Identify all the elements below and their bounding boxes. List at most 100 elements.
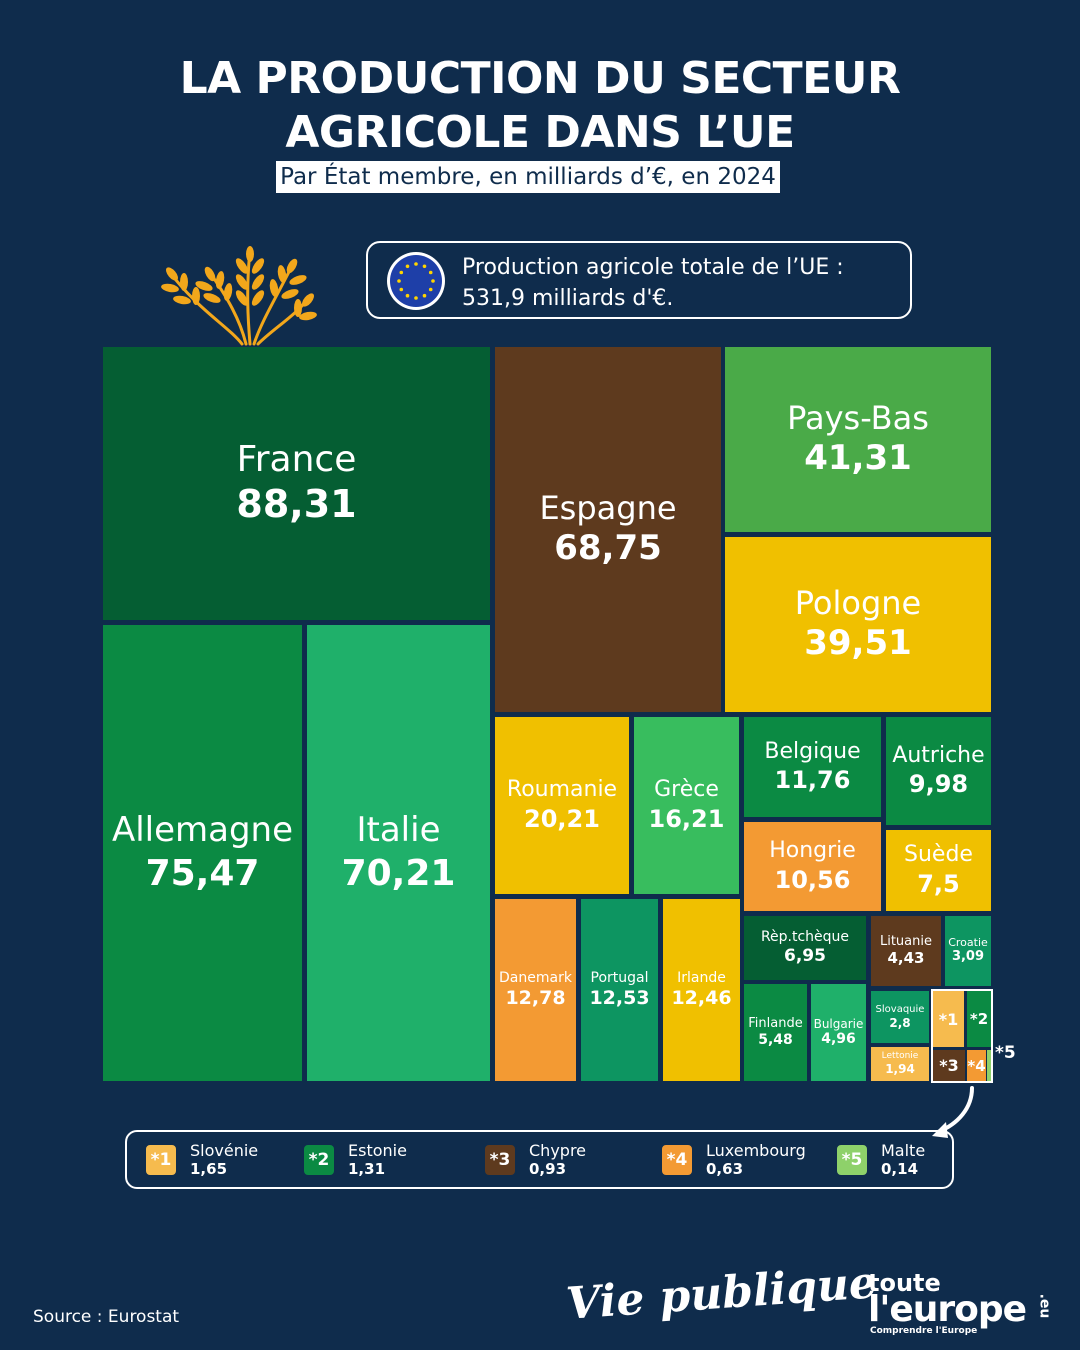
treemap-value: 11,76 — [774, 766, 851, 795]
treemap-cell-malte — [987, 1050, 991, 1081]
wheat-icon — [161, 246, 317, 346]
title-line-1: LA PRODUCTION DU SECTEUR — [179, 53, 901, 104]
treemap-cell-danemark: Danemark 12,78 — [495, 899, 576, 1081]
treemap-label: Slovaquie — [875, 1003, 925, 1015]
logo-te-line1: toute — [868, 1269, 941, 1297]
treemap-value: 3,09 — [951, 949, 985, 965]
marker-malte-label: *5 — [995, 1043, 1016, 1063]
treemap-label: France — [236, 439, 357, 481]
treemap-cell-estonie: *2 — [967, 991, 991, 1047]
treemap-label: Irlande — [677, 969, 726, 986]
treemap-value: 12,46 — [671, 986, 732, 1009]
treemap-marker: *4 — [967, 1056, 986, 1075]
treemap-cell-hongrie: Hongrie 10,56 — [744, 822, 881, 911]
treemap-cell-finlande: Finlande 5,48 — [744, 984, 807, 1081]
small-countries-legend: *1 Slovénie 1,65 *2 Estonie 1,31 *3 Chypre 0,93 *… — [125, 1130, 954, 1189]
treemap-value: 9,98 — [908, 770, 969, 799]
legend-value: 1,31 — [348, 1160, 386, 1178]
legend-name: Slovénie — [190, 1141, 259, 1160]
legend-badge: *3 — [483, 1143, 517, 1177]
treemap-value: 5,48 — [758, 1031, 793, 1048]
treemap-value: 10,56 — [774, 865, 851, 894]
treemap-value: 20,21 — [524, 804, 600, 833]
legend-badge: *4 — [660, 1143, 694, 1177]
treemap-cell-luxembourg: *4 — [967, 1050, 986, 1081]
eu-star — [397, 279, 401, 283]
toute-leurope-logo: toute l'europe Comprendre l'Europe .eu — [868, 1270, 1058, 1340]
treemap-label: Pologne — [794, 584, 922, 623]
treemap-value: 4,96 — [821, 1030, 856, 1047]
treemap-cell-chypre: *3 — [933, 1050, 965, 1081]
treemap-value: 39,51 — [804, 623, 912, 664]
page-title: LA PRODUCTION DU SECTEUR AGRICOLE DANS L… — [0, 52, 1080, 160]
treemap-value: 12,53 — [589, 986, 650, 1009]
logo-te-tagline: Comprendre l'Europe — [870, 1326, 978, 1336]
logo-te-suffix: .eu — [1036, 1293, 1053, 1319]
treemap-cell-lituanie: Lituanie 4,43 — [871, 916, 941, 986]
treemap-value: 41,31 — [804, 438, 912, 479]
legend-value: 0,14 — [881, 1160, 919, 1178]
title-line-2: AGRICOLE DANS L’UE — [285, 107, 795, 158]
legend-value: 1,65 — [190, 1160, 228, 1178]
treemap-cell-pays-bas: Pays-Bas 41,31 — [725, 347, 991, 532]
eu-star — [399, 287, 404, 292]
treemap-value: 75,47 — [145, 852, 260, 894]
legend-value: 0,63 — [706, 1160, 744, 1178]
treemap-label: Italie — [356, 810, 441, 851]
treemap-cell-italie: Italie 70,21 — [307, 625, 490, 1081]
treemap-cell-espagne: Espagne 68,75 — [495, 347, 721, 712]
treemap-cell-suede: Suède 7,5 — [886, 830, 991, 911]
treemap-cell-grece: Grèce 16,21 — [634, 717, 739, 894]
treemap-cell-irlande: Irlande 12,46 — [663, 899, 740, 1081]
legend-badge: *2 — [302, 1143, 336, 1177]
treemap-label: Allemagne — [111, 810, 294, 851]
treemap-value: 12,78 — [505, 986, 566, 1009]
legend-badge: *5 — [835, 1143, 869, 1177]
treemap-value: 16,21 — [648, 804, 725, 833]
eu-star — [405, 293, 410, 298]
treemap-value: 2,8 — [889, 1015, 911, 1030]
treemap-cell-belgique: Belgique 11,76 — [744, 717, 881, 817]
treemap-cell-autriche: Autriche 9,98 — [886, 717, 991, 825]
treemap-label: Bulgarie — [813, 1016, 864, 1031]
legend-value: 0,93 — [529, 1160, 567, 1178]
total-production-text: Production agricole totale de l’UE : 531… — [462, 252, 844, 314]
treemap-cell-slovaquie: Slovaquie 2,8 — [871, 991, 929, 1043]
treemap-value: 88,31 — [236, 482, 357, 527]
treemap-value: 7,5 — [917, 869, 960, 898]
treemap-cell-bulgarie: Bulgarie 4,96 — [811, 984, 866, 1081]
treemap-cell-pologne: Pologne 39,51 — [725, 537, 991, 712]
eu-star — [414, 296, 418, 300]
logo-te-line2: l'europe — [868, 1289, 1027, 1330]
treemap-cell-rep-tcheque: Rèp.tchèque 6,95 — [744, 916, 866, 980]
treemap-value: 1,94 — [885, 1061, 915, 1076]
treemap-label: Grèce — [654, 777, 719, 803]
small-countries-outline — [931, 989, 993, 1083]
treemap-cell-portugal: Portugal 12,53 — [581, 899, 658, 1081]
total-line-2: 531,9 milliards d'€. — [462, 286, 674, 311]
legend-name: Estonie — [348, 1141, 407, 1160]
treemap-label: Hongrie — [769, 838, 856, 864]
treemap-label: Finlande — [748, 1015, 803, 1031]
legend-name: Malte — [881, 1141, 926, 1160]
source-note: Source : Eurostat — [33, 1307, 180, 1327]
legend-name: Chypre — [529, 1141, 587, 1160]
vie-publique-logo: Vie publique — [564, 1257, 879, 1330]
treemap-value: 6,95 — [784, 945, 826, 966]
treemap-cell-lettonie: Lettonie 1,94 — [871, 1047, 929, 1081]
treemap-cell-allemagne: Allemagne 75,47 — [103, 625, 302, 1081]
treemap-label: Rèp.tchèque — [760, 928, 850, 945]
treemap-label: Lituanie — [879, 933, 932, 949]
treemap-cell-croatie: Croatie 3,09 — [945, 916, 991, 986]
treemap-marker: *2 — [969, 1010, 989, 1028]
treemap-label: Portugal — [590, 969, 649, 986]
treemap-cell-france: France 88,31 — [103, 347, 490, 620]
treemap-label: Lettonie — [881, 1051, 919, 1062]
eu-star — [414, 262, 418, 266]
eu-star — [428, 287, 433, 292]
treemap-label: Danemark — [499, 969, 572, 986]
treemap-value: 4,43 — [887, 949, 925, 968]
treemap-value: 70,21 — [341, 852, 456, 894]
treemap-label: Croatie — [948, 936, 988, 950]
eu-star — [399, 270, 404, 275]
